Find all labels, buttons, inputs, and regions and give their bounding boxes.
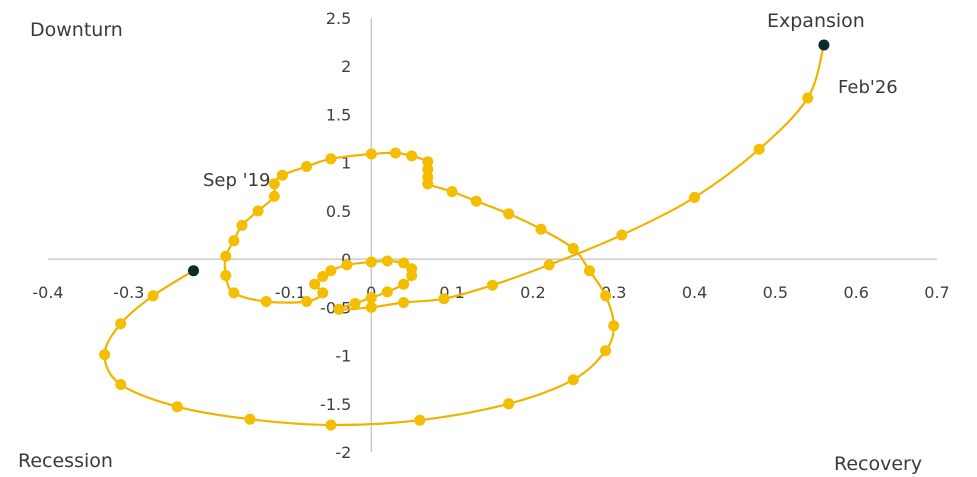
- y-tick-label: 1: [341, 154, 351, 173]
- quadrant-label-expansion: Expansion: [767, 10, 865, 32]
- data-point: [616, 229, 628, 241]
- data-point: [608, 320, 620, 332]
- quadrant-label-recovery: Recovery: [834, 453, 922, 475]
- y-tick-label: 2.5: [326, 9, 351, 28]
- data-points-layer: [99, 39, 830, 431]
- data-point: [341, 259, 353, 271]
- annotation-feb26: Feb'26: [838, 77, 898, 98]
- data-point: [381, 255, 393, 267]
- x-tick-label: -0.4: [32, 283, 63, 302]
- x-tick-label: 0.2: [520, 283, 545, 302]
- x-tick-label: 0.5: [763, 283, 788, 302]
- x-tick-label: -0.3: [113, 283, 144, 302]
- data-point: [422, 163, 434, 175]
- data-point: [487, 279, 498, 291]
- data-point: [260, 296, 272, 307]
- start-point: [188, 265, 199, 277]
- data-point: [753, 143, 765, 155]
- data-point: [268, 178, 280, 190]
- data-point: [398, 257, 410, 269]
- data-point: [567, 243, 579, 254]
- data-point: [228, 287, 240, 299]
- data-point: [422, 156, 434, 168]
- axes: [48, 18, 937, 452]
- data-point: [398, 297, 410, 308]
- data-point: [535, 223, 547, 235]
- data-point: [398, 278, 410, 290]
- data-point: [600, 345, 612, 357]
- data-point: [365, 292, 377, 304]
- data-point: [147, 290, 159, 302]
- x-tick-label: 0.4: [682, 283, 707, 302]
- data-point: [406, 270, 418, 281]
- data-point: [301, 161, 313, 172]
- data-point: [802, 92, 814, 104]
- data-point: [317, 287, 329, 299]
- data-point: [317, 271, 329, 282]
- data-point: [325, 265, 337, 277]
- data-point: [236, 219, 248, 231]
- data-point: [333, 303, 345, 315]
- data-point: [276, 169, 288, 181]
- data-point: [600, 290, 612, 302]
- labels: Downturn Expansion Recession Recovery Se…: [18, 10, 922, 475]
- data-point: [689, 191, 700, 203]
- data-point: [438, 293, 450, 305]
- data-point: [365, 148, 377, 160]
- y-tick-label: -2: [335, 443, 351, 462]
- data-point: [543, 259, 555, 271]
- data-point: [309, 278, 321, 290]
- data-point: [470, 195, 482, 207]
- data-point: [365, 301, 377, 313]
- data-point: [268, 190, 280, 202]
- series-line-layer: [103, 44, 825, 427]
- data-point: [381, 286, 393, 298]
- data-point: [567, 374, 579, 386]
- data-point: [228, 235, 240, 247]
- data-point: [503, 398, 515, 410]
- data-point: [301, 296, 313, 307]
- data-point: [390, 147, 401, 159]
- annotation-sep19: Sep '19: [203, 170, 271, 191]
- data-point: [220, 270, 232, 281]
- tick-labels: -0.4-0.3-0.100.10.20.30.40.50.60.72.521.…: [32, 9, 949, 462]
- y-tick-label: -1.5: [320, 395, 351, 414]
- data-point: [220, 250, 232, 262]
- data-point: [349, 298, 361, 309]
- x-tick-label: -0.1: [275, 283, 306, 302]
- series-line: [103, 44, 825, 427]
- y-tick-label: -1: [335, 347, 351, 366]
- data-point: [584, 265, 595, 277]
- data-point: [503, 208, 515, 220]
- quadrant-label-downturn: Downturn: [30, 19, 123, 41]
- data-point: [325, 153, 337, 165]
- y-tick-label: 1.5: [326, 105, 351, 124]
- data-point: [414, 414, 426, 426]
- data-point: [115, 379, 127, 390]
- data-point: [115, 318, 127, 330]
- data-point: [244, 413, 256, 425]
- x-tick-label: 0.6: [843, 283, 868, 302]
- end-point: [818, 39, 830, 51]
- data-point: [325, 419, 337, 431]
- x-tick-label: 0.7: [924, 283, 949, 302]
- data-point: [365, 256, 377, 268]
- data-point: [406, 150, 418, 162]
- y-tick-label: 0.5: [326, 202, 351, 221]
- data-point: [422, 171, 434, 183]
- data-point: [99, 349, 111, 361]
- y-tick-label: 2: [341, 57, 351, 76]
- quadrant-label-recession: Recession: [18, 450, 113, 472]
- data-point: [252, 205, 264, 217]
- data-point: [171, 401, 183, 413]
- data-point: [446, 186, 458, 198]
